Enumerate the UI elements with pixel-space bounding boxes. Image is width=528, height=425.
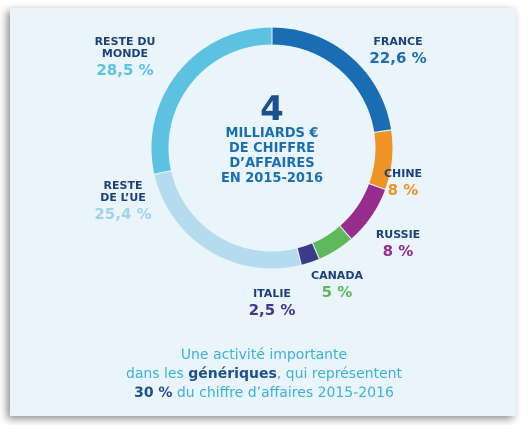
center-line: D’AFFAIRES xyxy=(229,156,315,171)
footnote-line: Une activité importante xyxy=(0,346,528,365)
category-label: FRANCE xyxy=(373,35,423,48)
donut-segment xyxy=(150,26,273,175)
value-label: 2,5 % xyxy=(248,301,296,319)
category-label: CANADA xyxy=(311,269,363,282)
value-label: 28,5 % xyxy=(96,61,154,79)
footnote-text: Une activité importante xyxy=(180,347,348,363)
footnote-line: dans les génériques, qui représentent xyxy=(0,365,528,384)
category-label: ITALIE xyxy=(253,287,291,300)
panel xyxy=(10,8,516,416)
center-text: 4 MILLIARDS € DE CHIFFRE D’AFFAIRES EN 2015… xyxy=(221,92,323,186)
center-line: DE CHIFFRE xyxy=(228,141,316,156)
center-line: EN 2015-2016 xyxy=(220,171,324,186)
center-number: 4 xyxy=(260,89,284,129)
category-label: RUSSIE xyxy=(375,228,421,241)
footnote-line: 30 % du chiffre d’affaires 2015-2016 xyxy=(0,384,528,403)
footnote-text: dans les xyxy=(125,366,189,382)
value-label: 5 % xyxy=(321,283,353,301)
value-label: 8 % xyxy=(387,181,419,199)
footnote-bold: génériques xyxy=(188,366,277,382)
footnote-bold: 30 % xyxy=(134,385,173,401)
value-label: 8 % xyxy=(382,242,414,260)
footnote-text: du chiffre d’affaires 2015-2016 xyxy=(172,385,394,401)
category-label: RESTE DU MONDE xyxy=(94,35,156,60)
center-line: MILLIARDS € xyxy=(225,126,319,141)
value-label: 22,6 % xyxy=(369,49,427,67)
category-label: CHINE xyxy=(383,167,423,180)
value-label: 25,4 % xyxy=(94,205,152,223)
footnote: Une activité importante dans les génériqu… xyxy=(0,346,528,403)
footnote-text: , qui représentent xyxy=(276,366,403,382)
category-label: RESTE DE L’UE xyxy=(100,179,146,204)
